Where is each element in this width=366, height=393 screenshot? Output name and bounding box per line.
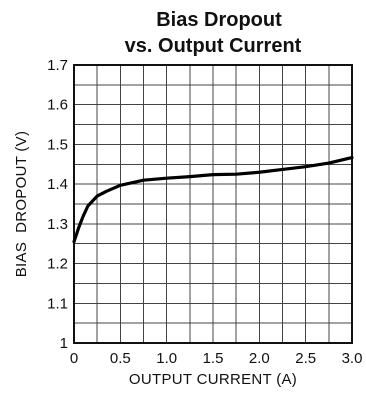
series-line-0 [72, 155, 354, 244]
x-tick-label: 1.5 [203, 350, 224, 367]
x-tick-labels: 0 0.5 1.0 1.5 2.0 2.5 3.0 [70, 350, 363, 367]
y-tick-labels: 1 1.1 1.2 1.3 1.4 1.5 1.6 1.7 [47, 57, 68, 352]
y-tick-label: 1.3 [47, 216, 68, 233]
x-axis-label: OUTPUT CURRENT (A) [129, 371, 297, 388]
y-axis-label: BIAS DROPOUT (V) [13, 131, 30, 278]
x-tick-label: 3.0 [342, 350, 363, 367]
chart-title-line-2: vs. Output Current [125, 35, 302, 57]
x-tick-label: 0 [70, 350, 78, 367]
chart-title-line-1: Bias Dropout [156, 9, 282, 31]
x-tick-label: 2.0 [249, 350, 270, 367]
y-tick-label: 1.6 [47, 97, 68, 114]
x-tick-label: 0.5 [110, 350, 131, 367]
y-tick-label: 1.1 [47, 295, 68, 312]
y-tick-label: 1.2 [47, 256, 68, 273]
x-tick-label: 2.5 [295, 350, 316, 367]
y-tick-label: 1.5 [47, 136, 68, 153]
y-tick-label: 1.7 [47, 57, 68, 74]
y-tick-label: 1.4 [47, 176, 68, 193]
x-tick-label: 1.0 [156, 350, 177, 367]
series-layer [72, 155, 354, 244]
y-tick-label: 1 [60, 335, 68, 352]
grid-lines [74, 65, 352, 343]
plot-frame [73, 64, 353, 344]
